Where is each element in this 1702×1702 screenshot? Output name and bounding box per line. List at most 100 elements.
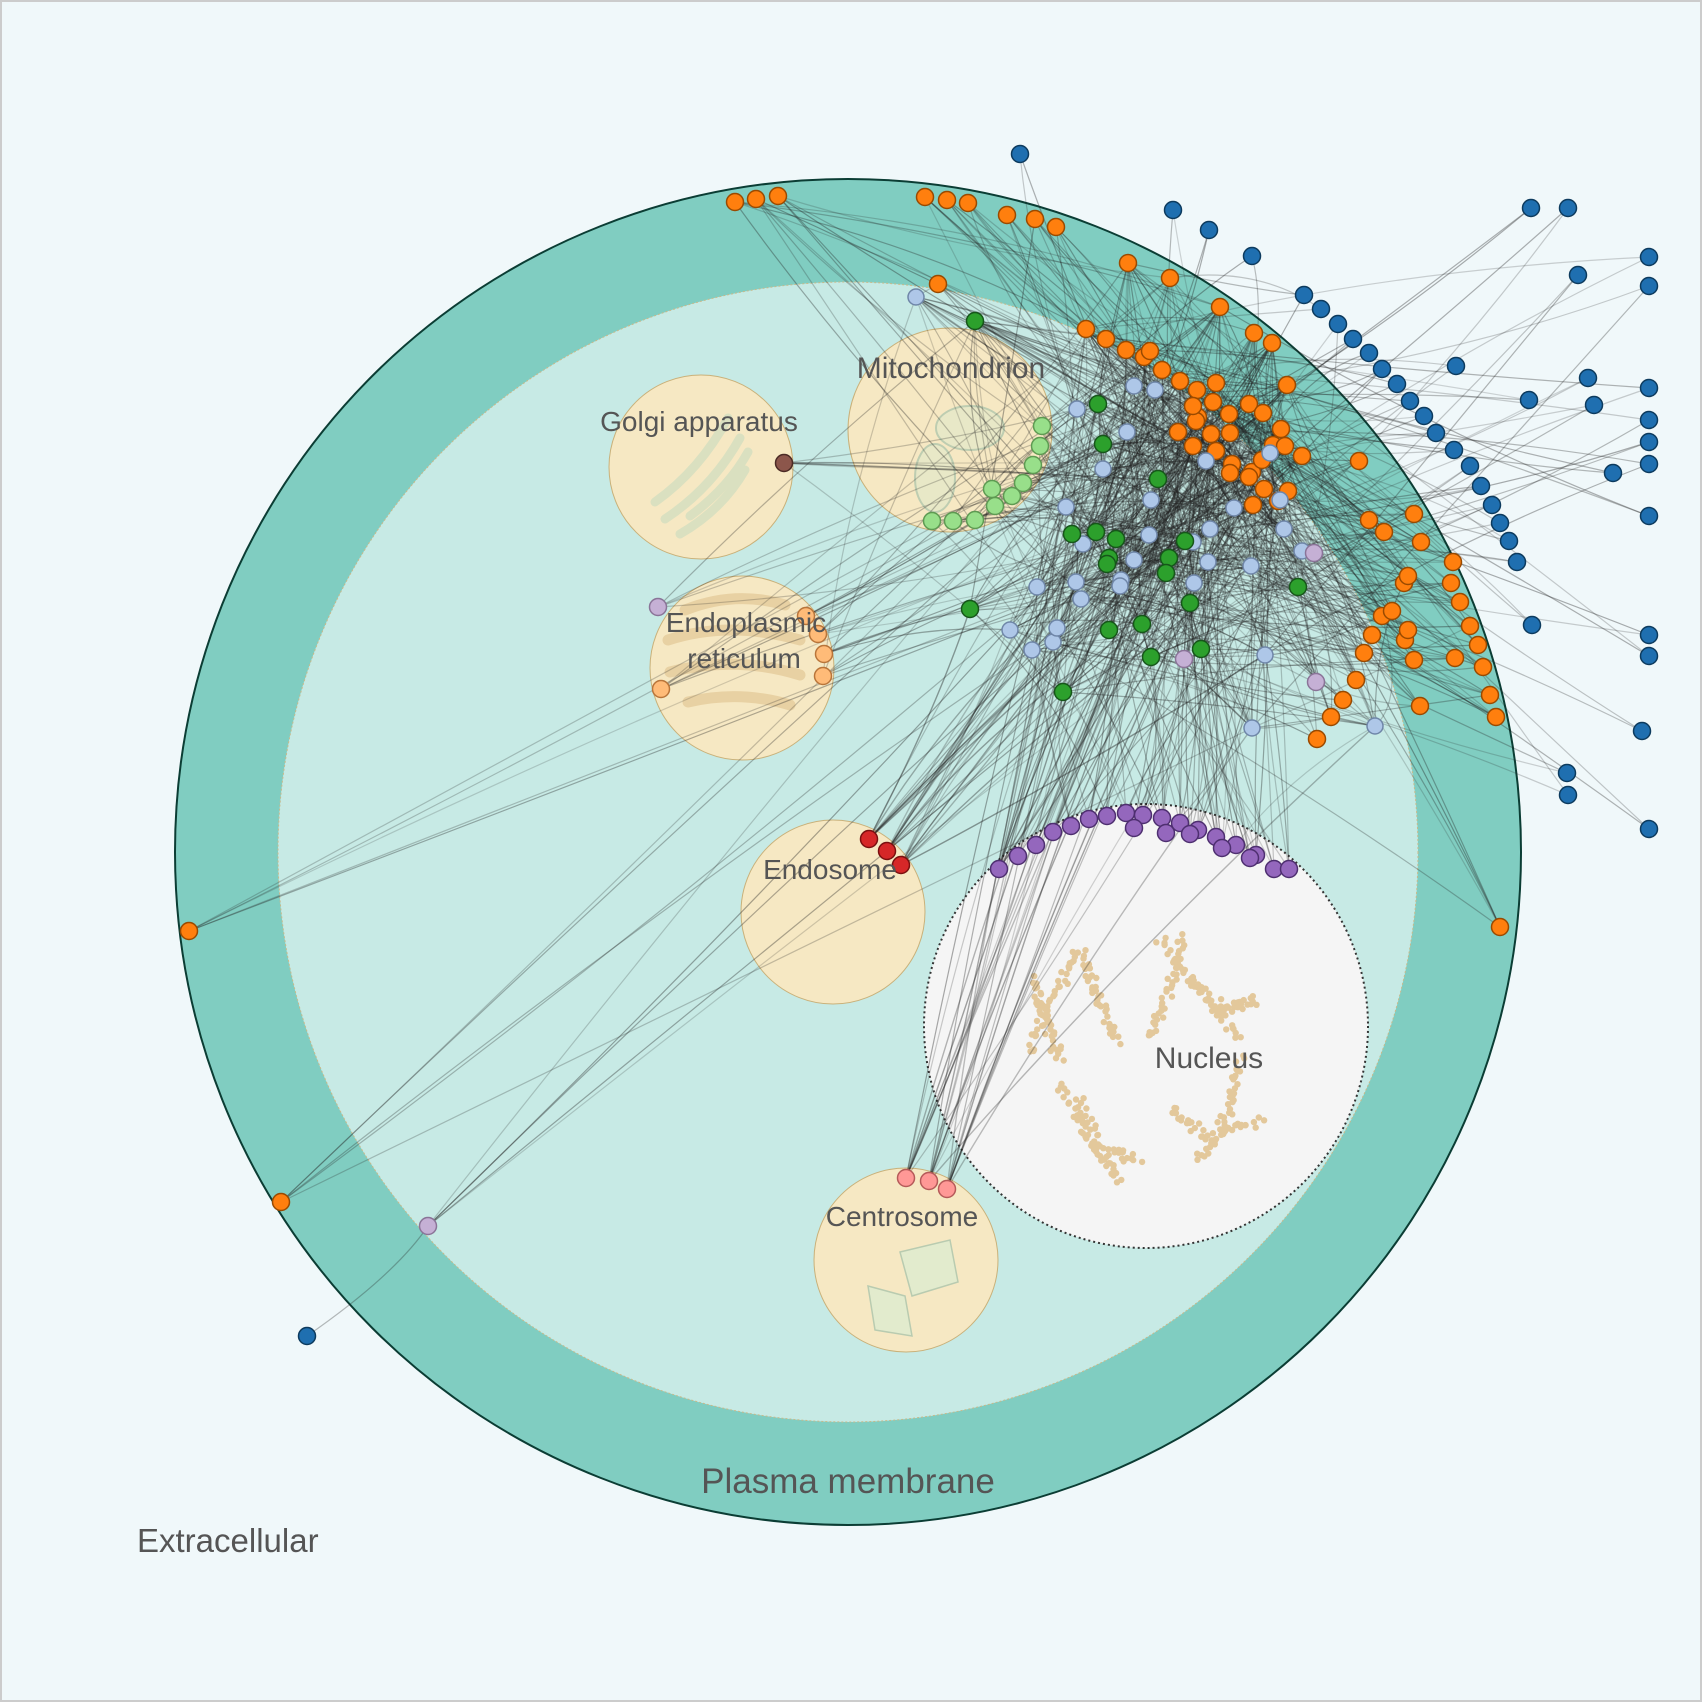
membrane-node[interactable] (1271, 419, 1291, 439)
cytosol-node-light[interactable] (1275, 520, 1293, 538)
membrane-node[interactable] (746, 189, 766, 209)
cytosol-node-green[interactable] (1141, 647, 1161, 667)
membrane-node[interactable] (1206, 373, 1226, 393)
membrane-node[interactable] (1441, 573, 1461, 593)
cytosol-node-light[interactable] (1118, 423, 1136, 441)
mito-node[interactable] (1023, 455, 1043, 475)
cytosol-node-light[interactable] (1057, 498, 1075, 516)
misc-node[interactable] (1306, 672, 1326, 692)
membrane-node[interactable] (1096, 329, 1116, 349)
cytosol-node-green[interactable] (1106, 529, 1126, 549)
membrane-node[interactable] (1362, 625, 1382, 645)
membrane-node[interactable] (725, 192, 745, 212)
membrane-node[interactable] (1460, 616, 1480, 636)
er-node[interactable] (796, 606, 816, 626)
extracellular-node[interactable] (1446, 356, 1466, 376)
mito-node[interactable] (965, 510, 985, 530)
extracellular-node[interactable] (1482, 495, 1502, 515)
cytosol-node-green[interactable] (960, 599, 980, 619)
membrane-node[interactable] (1118, 253, 1138, 273)
cytosol-node-green[interactable] (1093, 434, 1113, 454)
endosome-node[interactable] (859, 829, 879, 849)
nucleus-node[interactable] (1180, 824, 1200, 844)
cytosol-node-light[interactable] (1271, 491, 1289, 509)
extracellular-node[interactable] (1499, 531, 1519, 551)
extracellular-node[interactable] (1490, 513, 1510, 533)
membrane-node[interactable] (1468, 635, 1488, 655)
cytosol-node-light[interactable] (1125, 377, 1143, 395)
extracellular-node[interactable] (1521, 198, 1541, 218)
membrane-node[interactable] (1404, 650, 1424, 670)
er-node[interactable] (813, 666, 833, 686)
membrane-node[interactable] (1253, 403, 1273, 423)
cytosol-node-light[interactable] (1142, 491, 1160, 509)
cytosol-node-light[interactable] (1072, 590, 1090, 608)
membrane-node[interactable] (1201, 424, 1221, 444)
membrane-node[interactable] (1410, 696, 1430, 716)
membrane-node[interactable] (1254, 479, 1274, 499)
extracellular-node[interactable] (1639, 247, 1659, 267)
membrane-node[interactable] (1321, 707, 1341, 727)
extracellular-node[interactable] (1426, 423, 1446, 443)
er-node[interactable] (808, 624, 828, 644)
extracellular-node[interactable] (1311, 299, 1331, 319)
extracellular-node[interactable] (1557, 763, 1577, 783)
extracellular-node[interactable] (1343, 329, 1363, 349)
membrane-node[interactable] (1486, 707, 1506, 727)
mito-node[interactable] (1002, 486, 1022, 506)
cytosol-node-light[interactable] (1125, 551, 1143, 569)
membrane-node[interactable] (1183, 436, 1203, 456)
membrane-node[interactable] (1183, 396, 1203, 416)
membrane-node[interactable] (1025, 209, 1045, 229)
extracellular-node[interactable] (1639, 454, 1659, 474)
extracellular-node[interactable] (1584, 395, 1604, 415)
cytosol-node-light[interactable] (1111, 577, 1129, 595)
cytosol-node-light[interactable] (1023, 641, 1041, 659)
membrane-node[interactable] (1382, 601, 1402, 621)
membrane-node[interactable] (1398, 620, 1418, 640)
membrane-node[interactable] (1473, 657, 1493, 677)
cytosol-node-light[interactable] (907, 288, 925, 306)
membrane-node[interactable] (1046, 217, 1066, 237)
endosome-node[interactable] (891, 855, 911, 875)
cytosol-node-green[interactable] (1086, 522, 1106, 542)
cytosol-node-light[interactable] (1225, 499, 1243, 517)
membrane-node[interactable] (1443, 552, 1463, 572)
membrane-node[interactable] (1168, 422, 1188, 442)
extracellular-node[interactable] (1639, 819, 1659, 839)
misc-node[interactable] (1174, 649, 1194, 669)
membrane-node[interactable] (1243, 495, 1263, 515)
mito-node[interactable] (1032, 416, 1052, 436)
extracellular-node[interactable] (1372, 359, 1392, 379)
cytosol-node-light[interactable] (1094, 460, 1112, 478)
extracellular-node[interactable] (1414, 406, 1434, 426)
centrosome-node[interactable] (896, 1168, 916, 1188)
cytosol-node-green[interactable] (1053, 682, 1073, 702)
cytosol-node-light[interactable] (1256, 646, 1274, 664)
membrane-node[interactable] (915, 187, 935, 207)
mito-node[interactable] (943, 511, 963, 531)
extracellular-node[interactable] (1568, 265, 1588, 285)
nucleus-node[interactable] (1116, 803, 1136, 823)
extracellular-node[interactable] (1558, 785, 1578, 805)
extracellular-node[interactable] (1242, 246, 1262, 266)
nucleus-node[interactable] (1097, 806, 1117, 826)
mito-node[interactable] (922, 511, 942, 531)
membrane-node[interactable] (928, 274, 948, 294)
membrane-node[interactable] (1445, 648, 1465, 668)
extracellular-node[interactable] (1387, 374, 1407, 394)
nucleus-node[interactable] (1008, 846, 1028, 866)
membrane-node[interactable] (1076, 319, 1096, 339)
nucleus-node[interactable] (1043, 822, 1063, 842)
cytosol-node-green[interactable] (1062, 524, 1082, 544)
nucleus-node[interactable] (1026, 835, 1046, 855)
extracellular-node[interactable] (1359, 343, 1379, 363)
membrane-node[interactable] (1262, 333, 1282, 353)
membrane-node[interactable] (1244, 323, 1264, 343)
membrane-node[interactable] (1450, 592, 1470, 612)
cytosol-node-green[interactable] (1159, 548, 1179, 568)
misc-node[interactable] (1304, 543, 1324, 563)
cytosol-node-light[interactable] (1001, 621, 1019, 639)
extracellular-node[interactable] (1578, 368, 1598, 388)
membrane-node[interactable] (1239, 467, 1259, 487)
